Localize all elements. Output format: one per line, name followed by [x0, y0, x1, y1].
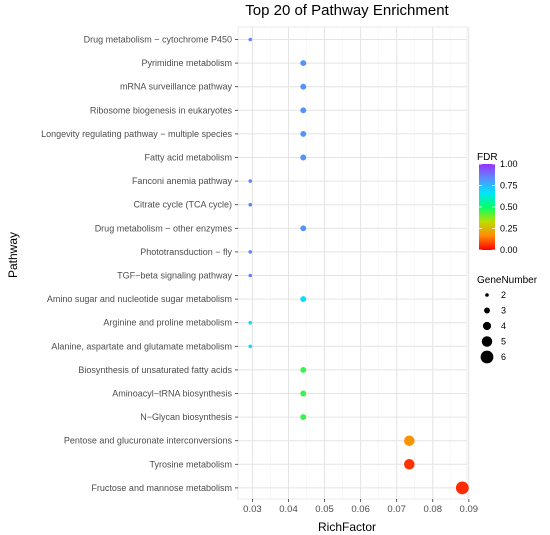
x-tick-label: 0.06 — [351, 504, 370, 515]
x-tick-label: 0.05 — [315, 504, 334, 515]
y-axis-title: Pathway — [6, 232, 20, 278]
gene-number-legend-label: 2 — [501, 290, 506, 300]
data-point — [300, 83, 307, 90]
gene-number-legend-label: 5 — [501, 337, 506, 347]
data-point — [248, 179, 253, 183]
y-tick-label: Ribosome biogenesis in eukaryotes — [90, 105, 233, 115]
grid-lines — [238, 27, 470, 499]
y-tick-label: N−Glycan biosynthesis — [140, 412, 232, 422]
gene-number-legend-title: GeneNumber — [477, 275, 538, 286]
fdr-legend-label: 0.00 — [500, 245, 518, 255]
x-axis-tick-labels: 0.03 0.04 0.05 0.06 0.07 0.08 0.09 — [243, 499, 478, 515]
data-point — [300, 366, 307, 373]
data-point — [455, 481, 469, 495]
data-point — [300, 390, 307, 397]
fdr-legend-label: 1.00 — [500, 159, 518, 169]
y-tick-label: Pyrimidine metabolism — [141, 58, 232, 68]
y-tick-label: Biosynthesis of unsaturated fatty acids — [78, 365, 232, 375]
y-tick-label: TGF−beta signaling pathway — [117, 271, 232, 281]
y-tick-label: Drug metabolism − other enzymes — [95, 223, 233, 233]
gene-number-legend-dot — [480, 350, 494, 364]
gene-number-legend-dot — [485, 293, 489, 297]
data-point — [300, 107, 307, 114]
y-tick-label: Amino sugar and nucleotide sugar metabol… — [47, 294, 232, 304]
y-tick-label: Fructose and mannose metabolism — [91, 483, 232, 493]
y-tick-label: Citrate cycle (TCA cycle) — [133, 200, 232, 210]
gene-number-legend-dot — [482, 321, 492, 331]
data-point — [404, 459, 415, 470]
y-tick-label: Fanconi anemia pathway — [132, 176, 233, 186]
x-axis-title: RichFactor — [318, 520, 376, 534]
y-tick-label: Longevity regulating pathway − multiple … — [41, 129, 232, 139]
x-tick-label: 0.03 — [243, 504, 262, 515]
gene-number-legend-dot — [484, 307, 490, 314]
data-point — [300, 414, 307, 421]
y-tick-label: mRNA surveillance pathway — [120, 82, 233, 92]
y-tick-label: Aminoacyl−tRNA biosynthesis — [112, 389, 232, 399]
gene-number-legend-label: 4 — [501, 321, 506, 331]
data-point — [300, 60, 307, 67]
data-point — [248, 37, 253, 42]
fdr-legend: FDR 1.00 0.75 0.50 0.25 0.00 — [477, 152, 518, 255]
fdr-legend-label: 0.50 — [500, 202, 518, 212]
gene-number-legend-label: 3 — [501, 306, 506, 316]
x-tick-label: 0.09 — [460, 504, 479, 515]
data-point — [248, 344, 253, 349]
fdr-color-bar — [479, 164, 495, 250]
data-point — [248, 202, 253, 207]
plot-panel — [237, 26, 468, 500]
gene-number-legend-label: 6 — [501, 352, 506, 362]
x-tick-label: 0.04 — [279, 504, 298, 515]
y-tick-label: Alanine, aspartate and glutamate metabol… — [51, 341, 232, 351]
gene-number-legend: GeneNumber 2 3 4 5 6 — [477, 275, 538, 364]
fdr-legend-title: FDR — [477, 152, 498, 163]
y-tick-label: Fatty acid metabolism — [144, 153, 232, 163]
data-point — [404, 435, 415, 446]
data-point — [248, 273, 253, 278]
data-point — [300, 154, 307, 161]
y-tick-label: Tyrosine metabolism — [149, 459, 232, 469]
fdr-legend-label: 0.25 — [500, 224, 518, 234]
data-point — [300, 130, 307, 137]
gene-number-legend-dot — [481, 336, 493, 347]
y-tick-label: Arginine and proline metabolism — [103, 318, 232, 328]
fdr-legend-label: 0.75 — [500, 181, 518, 191]
chart-title: Top 20 of Pathway Enrichment — [245, 2, 449, 19]
y-tick-label: Drug metabolism − cytochrome P450 — [84, 35, 232, 45]
x-tick-label: 0.08 — [423, 504, 442, 515]
data-point — [300, 296, 307, 303]
y-tick-label: Phototransduction − fly — [140, 247, 232, 257]
y-axis-tick-labels: Drug metabolism − cytochrome P450 Pyrimid… — [41, 35, 238, 493]
x-tick-label: 0.07 — [387, 504, 406, 515]
data-point — [248, 320, 253, 325]
data-points — [248, 37, 469, 495]
data-point — [300, 225, 307, 232]
data-point — [248, 250, 253, 254]
y-tick-label: Pentose and glucuronate interconversions — [64, 436, 233, 446]
